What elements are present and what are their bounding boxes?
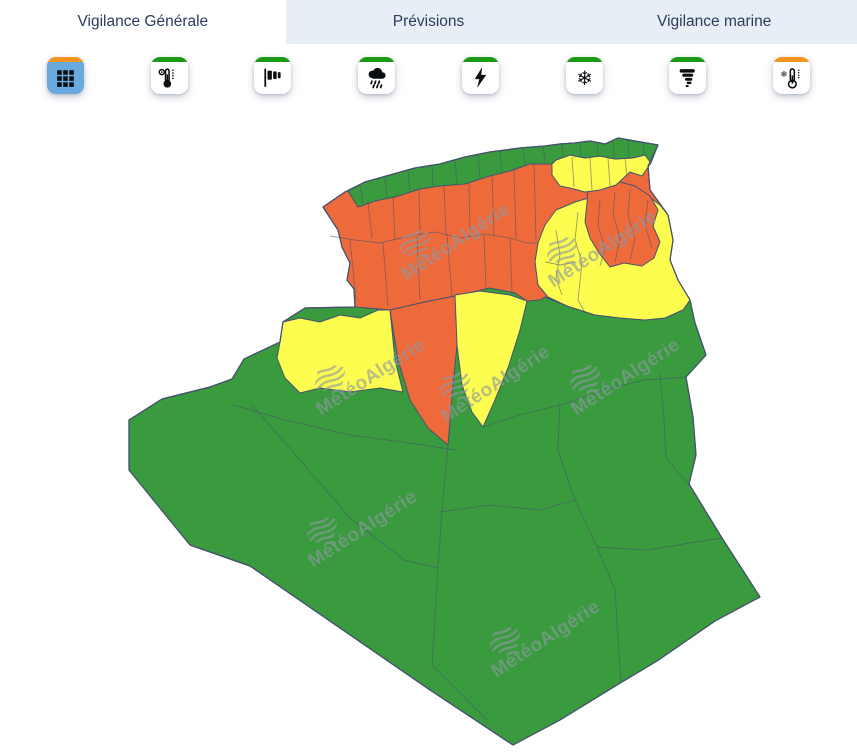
tile-color-bar bbox=[358, 57, 396, 62]
hazard-icon-row: ❄ ❄ bbox=[0, 57, 857, 101]
country-outline bbox=[128, 137, 761, 746]
map-region-bechar-west[interactable] bbox=[276, 309, 404, 394]
tile-color-bar bbox=[254, 57, 292, 62]
thunderstorm-button[interactable] bbox=[461, 57, 499, 94]
tile-color-bar bbox=[669, 57, 707, 62]
low-temperature-button[interactable]: ❄ bbox=[772, 57, 810, 94]
high-temperature-button[interactable] bbox=[150, 57, 188, 94]
tab-bar: Vigilance Générale Prévisions Vigilance … bbox=[0, 0, 857, 44]
tab-vigilance-marine[interactable]: Vigilance marine bbox=[571, 0, 857, 44]
sandstorm-button[interactable] bbox=[669, 57, 707, 94]
tornado-icon bbox=[679, 69, 696, 88]
svg-text:❄: ❄ bbox=[576, 67, 593, 90]
strong-wind-button[interactable] bbox=[254, 57, 292, 94]
overview-grid-button[interactable] bbox=[47, 57, 84, 94]
tile-color-bar bbox=[461, 57, 499, 62]
tab-previsions[interactable]: Prévisions bbox=[285, 0, 572, 44]
tab-vigilance-generale[interactable]: Vigilance Générale bbox=[0, 0, 286, 44]
tile-color-bar bbox=[565, 57, 603, 62]
tile-color-bar bbox=[150, 57, 188, 62]
tile-color-bar bbox=[47, 57, 84, 62]
wilaya-borders bbox=[229, 139, 723, 721]
windsock-icon bbox=[264, 68, 282, 87]
tile-color-bar bbox=[772, 57, 810, 62]
cold-thermometer-icon: ❄ bbox=[780, 68, 800, 89]
snowflake-icon: ❄ bbox=[576, 67, 593, 90]
rain-cloud-icon bbox=[368, 67, 386, 89]
heavy-rain-button[interactable] bbox=[358, 57, 396, 94]
map-region-central-wedge[interactable] bbox=[389, 294, 461, 446]
snow-ice-button[interactable]: ❄ bbox=[565, 57, 603, 94]
grid-icon bbox=[57, 70, 74, 87]
lightning-bolt-icon bbox=[474, 67, 487, 88]
map-region-central-tongue[interactable] bbox=[454, 290, 528, 428]
svg-text:❄: ❄ bbox=[780, 69, 787, 79]
hot-thermometer-icon bbox=[158, 68, 174, 88]
